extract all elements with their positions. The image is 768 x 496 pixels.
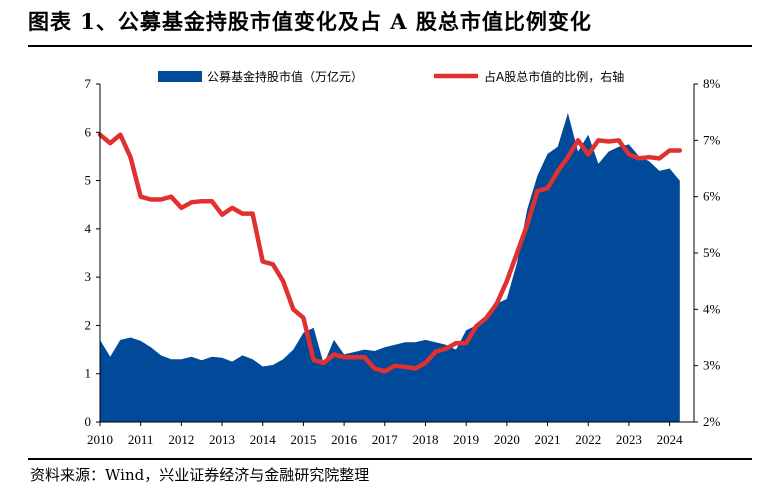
x-tick-label: 2020 xyxy=(494,432,520,447)
left-tick-label: 0 xyxy=(85,414,92,429)
right-tick-label: 5% xyxy=(703,245,721,260)
x-tick-label: 2013 xyxy=(209,432,235,447)
left-tick-label: 2 xyxy=(85,317,92,332)
x-tick-label: 2022 xyxy=(575,432,601,447)
legend-swatch-area xyxy=(158,71,202,82)
left-tick-label: 1 xyxy=(85,366,92,381)
right-tick-label: 6% xyxy=(703,189,721,204)
right-tick-label: 8% xyxy=(703,76,721,91)
x-tick-label: 2011 xyxy=(128,432,154,447)
legend-label-area: 公募基金持股市值（万亿元） xyxy=(207,69,363,84)
x-tick-label: 2012 xyxy=(168,432,194,447)
legend-label-line: 占A股总市值的比例，右轴 xyxy=(484,69,624,84)
title-rule xyxy=(28,45,752,47)
right-tick-label: 4% xyxy=(703,301,721,316)
source-note: 资料来源：Wind，兴业证券经济与金融研究院整理 xyxy=(30,466,370,484)
x-tick-label: 2024 xyxy=(657,432,684,447)
right-tick-label: 2% xyxy=(703,414,721,429)
plot-area xyxy=(97,113,683,422)
source-rule xyxy=(28,458,752,460)
x-tick-label: 2017 xyxy=(372,432,399,447)
legend: 公募基金持股市值（万亿元） 占A股总市值的比例，右轴 xyxy=(158,69,624,84)
figure-title: 图表 1、公募基金持股市值变化及占 A 股总市值比例变化 xyxy=(28,9,592,34)
area-series-fund-holdings xyxy=(100,113,680,422)
right-tick-label: 3% xyxy=(703,358,721,373)
left-tick-label: 6 xyxy=(85,124,92,139)
line-series-market-share xyxy=(97,132,683,374)
axes: 0 1 2 3 4 5 6 7 2% 3% 4% 5% 6% 7% 8% 2010 2011 2012 2013 20… xyxy=(85,76,721,447)
x-tick-label: 2014 xyxy=(250,432,277,447)
x-tick-label: 2018 xyxy=(412,432,438,447)
x-tick-label: 2016 xyxy=(331,432,358,447)
left-tick-label: 4 xyxy=(85,221,92,236)
x-tick-label: 2010 xyxy=(87,432,113,447)
x-tick-label: 2023 xyxy=(616,432,642,447)
left-tick-label: 7 xyxy=(85,76,92,91)
left-tick-label: 3 xyxy=(85,269,92,284)
x-tick-label: 2021 xyxy=(535,432,561,447)
right-tick-label: 7% xyxy=(703,132,721,147)
left-tick-label: 5 xyxy=(85,173,92,188)
x-tick-label: 2019 xyxy=(453,432,479,447)
x-tick-label: 2015 xyxy=(290,432,316,447)
